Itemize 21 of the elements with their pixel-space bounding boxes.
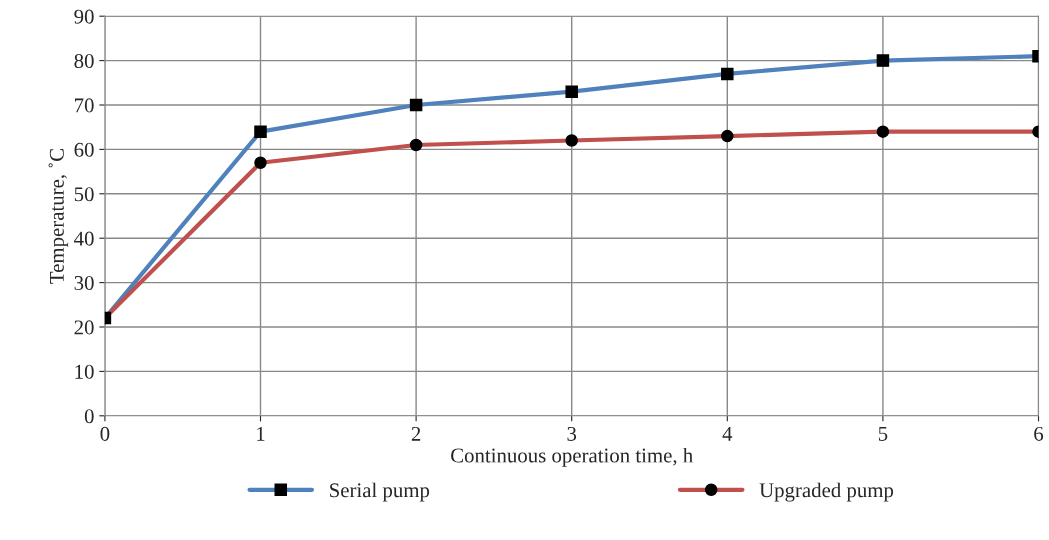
x-tick-label: 4 xyxy=(722,426,733,441)
x-axis-title: Continuous operation time, h xyxy=(451,447,693,467)
x-tick-label: 6 xyxy=(1034,426,1044,441)
x-tick-label: 0 xyxy=(100,426,110,441)
legend-label: Serial pump xyxy=(330,482,430,502)
y-tick-label: 80 xyxy=(74,53,94,69)
y-tick-label: 20 xyxy=(74,320,94,335)
y-tick-label: 40 xyxy=(74,231,94,246)
y-tick-label: 0 xyxy=(84,409,94,424)
y-tick-label: 70 xyxy=(75,98,94,113)
y-tick-label: 90 xyxy=(74,9,94,24)
y-tick-label: 60 xyxy=(74,142,94,157)
x-tick-label: 5 xyxy=(878,427,888,441)
x-tick-label: 3 xyxy=(567,426,577,441)
y-tick-label: 50 xyxy=(74,187,94,202)
y-axis-title: Temperature, ˚C xyxy=(48,149,69,284)
y-tick-label: 10 xyxy=(75,364,94,379)
legend-label: Upgraded pump xyxy=(759,482,894,502)
y-tick-label: 30 xyxy=(74,275,94,291)
x-tick-label: 1 xyxy=(257,426,265,441)
x-tick-label: 2 xyxy=(411,426,421,441)
